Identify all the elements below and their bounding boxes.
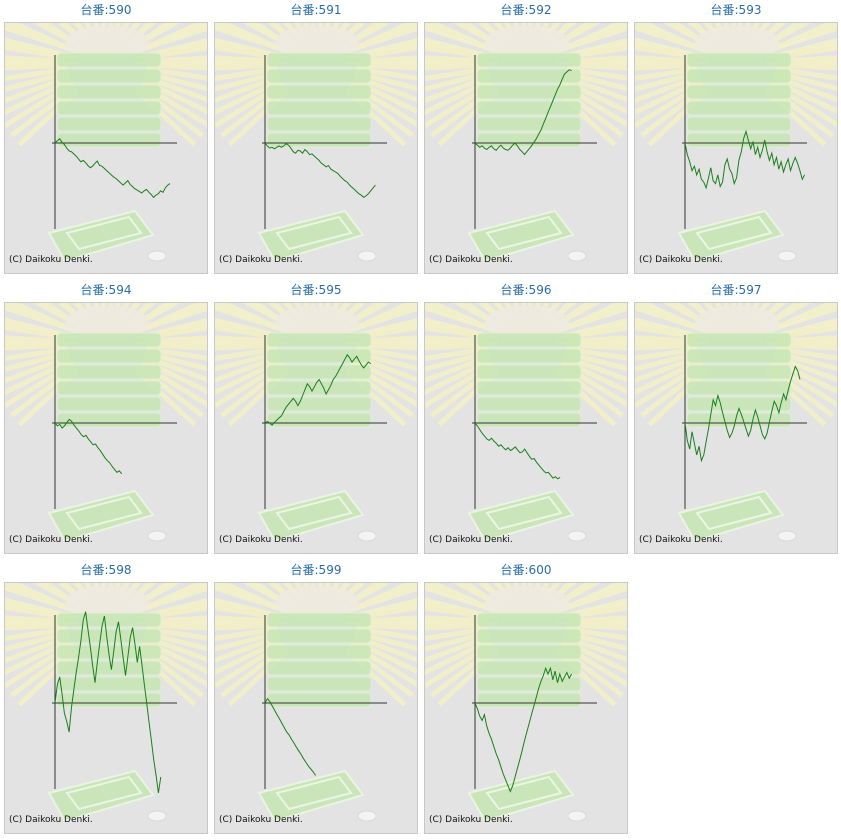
copyright-text: (C) Daikoku Denki. (9, 255, 93, 265)
copyright-text: (C) Daikoku Denki. (219, 815, 303, 825)
slot-machine-background-art (5, 583, 207, 823)
payout-graph-svg (635, 23, 837, 263)
slot-machine-background-art (635, 23, 837, 263)
graph-image: (C) Daikoku Denki. (634, 22, 838, 274)
chart-axes (262, 335, 387, 509)
chart-axes (262, 55, 387, 229)
machine-number-link[interactable]: 台番:599 (290, 563, 342, 577)
machine-number-link[interactable]: 台番:596 (500, 283, 552, 297)
machine-number-link[interactable]: 台番:598 (80, 563, 132, 577)
machine-number-link[interactable]: 台番:592 (500, 3, 552, 17)
machine-number-link[interactable]: 台番:600 (500, 563, 552, 577)
payout-line-series (474, 422, 561, 480)
slot-machine-background-art (425, 583, 627, 823)
payout-graph-svg (215, 303, 417, 543)
copyright-text: (C) Daikoku Denki. (429, 815, 513, 825)
payout-line-series (684, 129, 806, 190)
graph-image: (C) Daikoku Denki. (214, 302, 418, 554)
payout-line-series (474, 69, 572, 156)
machine-number-link[interactable]: 台番:590 (80, 3, 132, 17)
payout-line-series (54, 418, 123, 475)
graph-image: (C) Daikoku Denki. (4, 22, 208, 274)
graph-image: (C) Daikoku Denki. (424, 22, 628, 274)
graph-image: (C) Daikoku Denki. (4, 582, 208, 834)
chart-axes (52, 55, 177, 229)
payout-graph-svg (425, 583, 627, 823)
chart-axes (682, 55, 807, 229)
payout-graph-svg (635, 303, 837, 543)
payout-graph-svg (425, 303, 627, 543)
payout-line-series (264, 353, 372, 426)
graph-image: (C) Daikoku Denki. (214, 22, 418, 274)
copyright-text: (C) Daikoku Denki. (9, 815, 93, 825)
slot-machine-background-art (635, 303, 837, 543)
chart-axes (472, 55, 597, 229)
slot-machine-background-art (425, 303, 627, 543)
copyright-text: (C) Daikoku Denki. (219, 535, 303, 545)
machine-number-link[interactable]: 台番:594 (80, 283, 132, 297)
payout-graph-svg (5, 303, 207, 543)
machine-number-link[interactable]: 台番:591 (290, 3, 342, 17)
payout-graph-svg (215, 23, 417, 263)
chart-axes (472, 335, 597, 509)
payout-line-series (54, 137, 171, 199)
payout-line-series (54, 611, 162, 793)
machine-number-link[interactable]: 台番:595 (290, 283, 342, 297)
payout-graph-svg (5, 583, 207, 823)
payout-graph-svg (5, 23, 207, 263)
payout-graph-svg (215, 583, 417, 823)
payout-line-series (474, 666, 573, 793)
copyright-text: (C) Daikoku Denki. (219, 255, 303, 265)
slot-machine-background-art (5, 23, 207, 263)
graph-image: (C) Daikoku Denki. (424, 302, 628, 554)
slot-machine-background-art (215, 23, 417, 263)
machine-number-link[interactable]: 台番:597 (710, 283, 762, 297)
graph-image: (C) Daikoku Denki. (634, 302, 838, 554)
copyright-text: (C) Daikoku Denki. (9, 535, 93, 545)
payout-line-series (264, 142, 376, 199)
graph-image: (C) Daikoku Denki. (424, 582, 628, 834)
copyright-text: (C) Daikoku Denki. (639, 255, 723, 265)
graph-image: (C) Daikoku Denki. (214, 582, 418, 834)
slot-machine-background-art (215, 583, 417, 823)
payout-line-series (684, 365, 801, 463)
machine-number-link[interactable]: 台番:593 (710, 3, 762, 17)
slot-machine-background-art (215, 303, 417, 543)
slot-machine-background-art (425, 23, 627, 263)
graph-image: (C) Daikoku Denki. (4, 302, 208, 554)
copyright-text: (C) Daikoku Denki. (429, 255, 513, 265)
copyright-text: (C) Daikoku Denki. (429, 535, 513, 545)
copyright-text: (C) Daikoku Denki. (639, 535, 723, 545)
slot-machine-background-art (5, 303, 207, 543)
payout-graph-svg (425, 23, 627, 263)
payout-line-series (264, 697, 317, 776)
